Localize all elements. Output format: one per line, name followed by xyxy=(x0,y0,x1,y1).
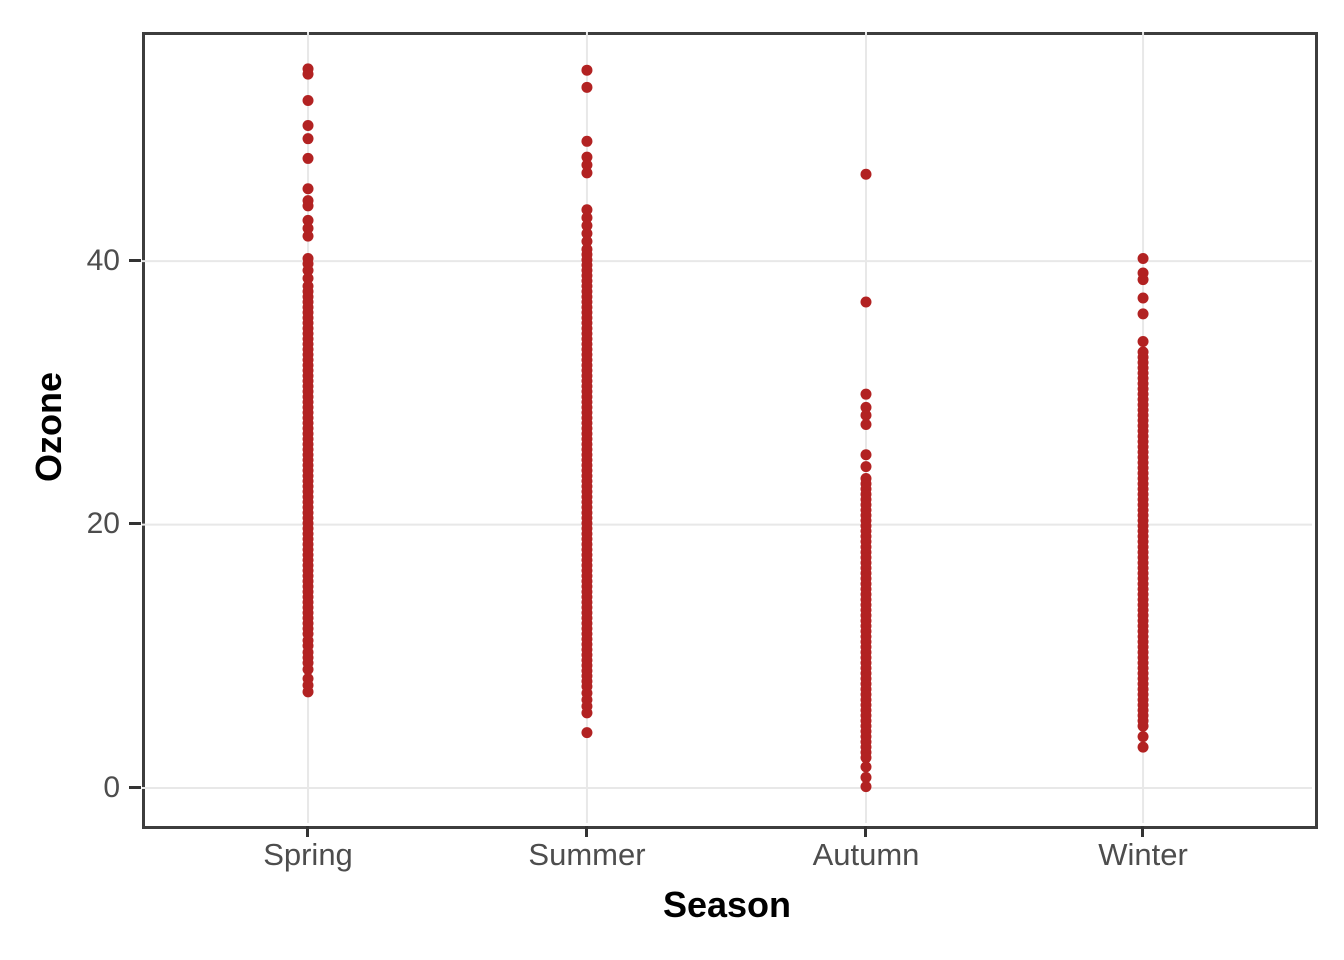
data-point-summer xyxy=(581,228,593,240)
data-point-winter xyxy=(1137,253,1149,265)
x-axis-title: Season xyxy=(662,884,792,925)
data-point-winter xyxy=(1137,308,1149,320)
y-tick-label-20: 20 xyxy=(86,507,120,540)
x-tick-mark-winter xyxy=(1141,826,1144,837)
data-point-spring xyxy=(302,663,314,675)
data-point-spring xyxy=(302,152,314,164)
data-point-autumn xyxy=(860,752,872,764)
data-point-summer xyxy=(581,204,593,216)
data-point-summer xyxy=(581,212,593,224)
data-point-summer xyxy=(581,81,593,93)
data-point-autumn xyxy=(860,461,872,473)
x-tick-mark-summer xyxy=(585,826,588,837)
data-point-spring xyxy=(302,222,314,234)
data-point-spring xyxy=(302,183,314,195)
data-point-spring xyxy=(302,200,314,212)
data-point-winter xyxy=(1137,731,1149,743)
x-tick-mark-spring xyxy=(306,826,309,837)
data-point-summer xyxy=(581,64,593,76)
data-point-winter xyxy=(1137,741,1149,753)
plot-svg xyxy=(142,32,1312,823)
x-tick-label-winter: Winter xyxy=(1098,837,1188,872)
data-point-summer xyxy=(581,167,593,179)
data-point-autumn xyxy=(860,296,872,308)
data-point-summer xyxy=(581,235,593,247)
data-point-summer xyxy=(581,727,593,739)
data-point-winter xyxy=(1137,274,1149,286)
data-point-summer xyxy=(581,159,593,171)
y-tick-label-0: 0 xyxy=(103,771,120,804)
data-point-autumn xyxy=(860,168,872,180)
data-point-spring xyxy=(302,94,314,106)
x-tick-label-autumn: Autumn xyxy=(812,837,920,872)
plot-panel xyxy=(142,32,1318,829)
data-point-summer xyxy=(581,135,593,147)
data-point-spring xyxy=(302,133,314,145)
x-tick-label-summer: Summer xyxy=(528,837,646,872)
data-point-spring xyxy=(302,230,314,242)
y-tick-mark-0 xyxy=(129,786,141,789)
data-point-spring xyxy=(302,272,314,284)
data-point-winter xyxy=(1137,335,1149,347)
data-point-summer xyxy=(581,707,593,719)
data-point-spring xyxy=(302,686,314,698)
data-point-autumn xyxy=(860,388,872,400)
y-axis-title: Ozone xyxy=(28,372,69,483)
x-tick-mark-autumn xyxy=(864,826,867,837)
data-point-summer xyxy=(581,151,593,163)
data-point-autumn xyxy=(860,409,872,421)
data-point-autumn xyxy=(860,418,872,430)
data-point-spring xyxy=(302,264,314,276)
data-point-winter xyxy=(1137,720,1149,732)
data-point-winter xyxy=(1137,292,1149,304)
data-point-spring xyxy=(302,68,314,80)
data-point-autumn xyxy=(860,781,872,793)
data-point-spring xyxy=(302,120,314,132)
data-point-summer xyxy=(581,220,593,232)
data-point-autumn xyxy=(860,449,872,461)
data-point-autumn xyxy=(860,771,872,783)
x-tick-label-spring: Spring xyxy=(263,837,353,872)
y-tick-mark-40 xyxy=(129,259,141,262)
y-tick-mark-20 xyxy=(129,522,141,525)
y-tick-label-40: 40 xyxy=(86,244,120,277)
data-point-autumn xyxy=(860,761,872,773)
data-point-autumn xyxy=(860,401,872,413)
data-point-spring xyxy=(302,214,314,226)
